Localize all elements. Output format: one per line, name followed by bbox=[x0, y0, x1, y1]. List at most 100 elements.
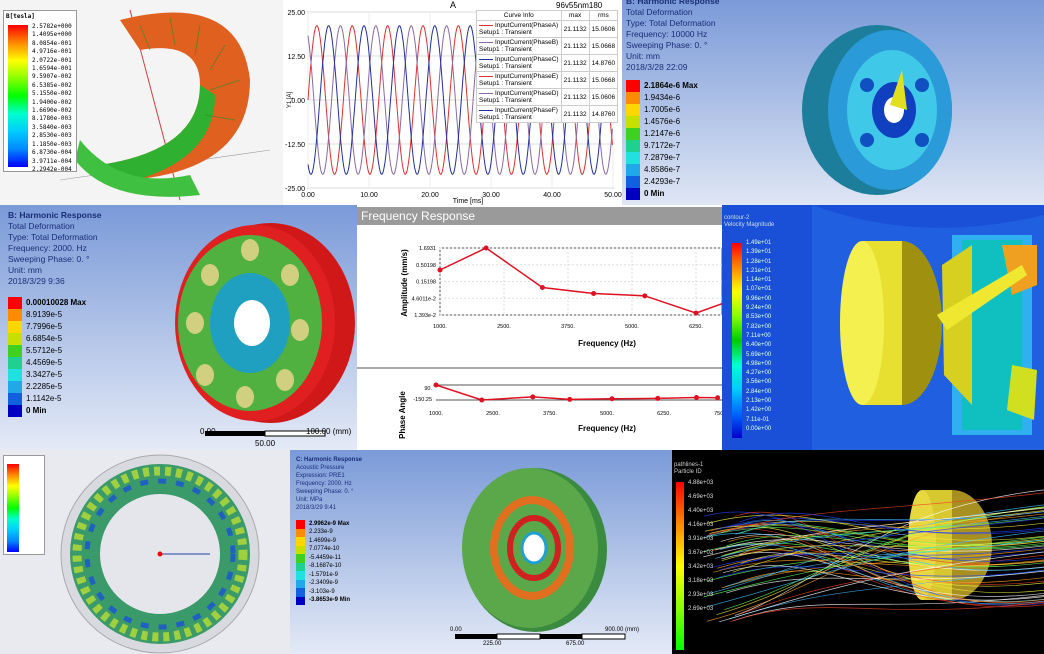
x-tick-label: 2500. bbox=[497, 324, 511, 330]
scale-675: 675.00 bbox=[566, 641, 584, 647]
legend-row: InputCurrent(PhaseF) Setup1 : Transient 21… bbox=[477, 106, 618, 123]
legend-swatch bbox=[296, 537, 305, 546]
curve-rms: 15.0668 bbox=[589, 38, 618, 55]
amplitude-point bbox=[540, 285, 545, 290]
legend-value: 6.8730e-004 bbox=[32, 149, 72, 157]
y-tick-label: -150.25 bbox=[413, 397, 432, 403]
legend-entry: 7.2879e-7 bbox=[626, 152, 698, 164]
legend-line bbox=[479, 59, 493, 60]
result-title: contour-2 bbox=[724, 215, 774, 222]
legend-entry: 2.1864e-6 Max bbox=[626, 80, 698, 92]
phase-point bbox=[694, 395, 699, 400]
legend-value: 3.18e+03 bbox=[688, 578, 713, 592]
legend-swatch bbox=[296, 597, 305, 606]
legend-value: 2.2285e-5 bbox=[26, 382, 62, 392]
legend-value: 8.53e+00 bbox=[746, 314, 771, 323]
y-axis-label: Amplitude (mm/s) bbox=[400, 249, 409, 317]
legend-value: 2.69e+03 bbox=[688, 606, 713, 620]
legend-row: InputCurrent(PhaseB) Setup1 : Transient 21… bbox=[477, 38, 618, 55]
result-title: B: Harmonic Response bbox=[626, 0, 720, 7]
magnet-legend: B[tesla] 2.5782e+000 1.4095e+000 8.0854e-0… bbox=[3, 10, 77, 172]
harmonic-response-2000hz-panel: B: Harmonic Response Total Deformation Typ… bbox=[0, 205, 357, 450]
legend-entry: 4.4569e-5 bbox=[8, 357, 86, 369]
legend-value: 1.7005e-6 bbox=[644, 105, 680, 115]
legend-value: -5.4459e-11 bbox=[309, 555, 341, 562]
x-tick-label: 5000. bbox=[600, 411, 614, 417]
legend-entry: 1.9434e-6 bbox=[626, 92, 698, 104]
legend-value: 6.6854e-5 bbox=[26, 334, 62, 344]
y-tick-label: 0.15198 bbox=[416, 280, 436, 286]
legend-header: rms bbox=[589, 11, 618, 21]
legend-swatch bbox=[8, 369, 22, 381]
amplitude-point bbox=[438, 268, 443, 273]
x-axis-label: Time [ms] bbox=[453, 198, 484, 205]
legend-value: 7.2879e-7 bbox=[644, 153, 680, 163]
legend-value: 1.39e+01 bbox=[746, 249, 771, 258]
legend-value: 1.6594e-001 bbox=[32, 65, 72, 73]
legend-row: InputCurrent(PhaseD) Setup1 : Transient 21… bbox=[477, 89, 618, 106]
legend-swatch bbox=[626, 152, 640, 164]
legend-entry: 6.6854e-5 bbox=[8, 333, 86, 345]
legend-entry: -3.103e-9 bbox=[296, 588, 350, 597]
legend-value: 2.1864e-6 Max bbox=[644, 81, 698, 91]
phase-point bbox=[434, 383, 439, 388]
legend-value: -3.8653e-9 Min bbox=[309, 597, 350, 604]
legend-value: 7.82e+00 bbox=[746, 324, 771, 333]
y-tick-label: 25.00 bbox=[287, 10, 305, 17]
legend-value: 0.00010028 Max bbox=[26, 298, 86, 308]
y-tick-label: 1.6931 bbox=[419, 246, 436, 252]
legend-value: 4.69e+03 bbox=[688, 494, 713, 508]
curve-name: InputCurrent(PhaseB) bbox=[495, 39, 558, 46]
legend-value: 1.4576e-6 bbox=[644, 117, 680, 127]
legend-value: 1.4095e+000 bbox=[32, 31, 72, 39]
legend-swatch bbox=[8, 297, 22, 309]
legend-entry: -2.3409e-9 bbox=[296, 580, 350, 589]
legend-swatch bbox=[8, 321, 22, 333]
curve-max: 21.1132 bbox=[561, 72, 589, 89]
curve-max: 21.1132 bbox=[561, 106, 589, 123]
phase-point bbox=[655, 396, 660, 401]
legend-value: 4.40e+03 bbox=[688, 508, 713, 522]
legend-entry: 0.00010028 Max bbox=[8, 297, 86, 309]
legend-value: 8.1780e-003 bbox=[32, 115, 72, 123]
scale-900: 900.00 (mm) bbox=[605, 627, 639, 633]
harmonic-response-10000hz-panel: B: Harmonic Response Total Deformation Typ… bbox=[622, 0, 1044, 205]
curve-name: InputCurrent(PhaseC) bbox=[495, 56, 559, 63]
legend-value: 2.5782e+000 bbox=[32, 23, 72, 31]
result-info-line: Unit: MPa bbox=[296, 496, 362, 504]
legend-value: 1.1142e-5 bbox=[26, 394, 61, 404]
legend-swatch bbox=[8, 345, 22, 357]
legend-value: 5.1550e-002 bbox=[32, 90, 72, 98]
x-tick-label: 3750. bbox=[561, 324, 575, 330]
legend-row: InputCurrent(PhaseE) Setup1 : Transient 21… bbox=[477, 72, 618, 89]
legend-value: 1.42e+00 bbox=[746, 407, 771, 416]
curve-max: 21.1132 bbox=[561, 55, 589, 72]
legend-value: -3.103e-9 bbox=[309, 589, 335, 596]
legend-value: 1.14e+01 bbox=[746, 277, 771, 286]
legend-swatch bbox=[626, 104, 640, 116]
curve-setup: Setup1 : Transient bbox=[479, 97, 532, 104]
pathlines-panel: pathlines-1 Particle ID 4.88e+03 4.69e+03 4… bbox=[672, 450, 1044, 654]
acoustic-pressure-panel: C: Harmonic Response Acoustic Pressure Exp… bbox=[290, 450, 672, 654]
curve-name: InputCurrent(PhaseE) bbox=[495, 73, 558, 80]
legend-swatch bbox=[296, 588, 305, 597]
legend-value: 7.7996e-5 bbox=[26, 322, 62, 332]
legend-entry: 5.5712e-5 bbox=[8, 345, 86, 357]
y-tick-label: 1.393e-2 bbox=[414, 313, 436, 319]
legend-value: 2.93e+03 bbox=[688, 592, 713, 606]
phase-point bbox=[479, 398, 484, 403]
colorbar bbox=[676, 482, 684, 650]
result-info-line: Acoustic Pressure bbox=[296, 464, 362, 472]
x-tick-label: 2500. bbox=[486, 411, 500, 417]
result-info-line: Frequency: 2000. Hz bbox=[296, 480, 362, 488]
legend-value: 2.13e+00 bbox=[746, 398, 771, 407]
legend-value: 2.9962e-9 Max bbox=[309, 521, 349, 528]
legend-entry: 2.9962e-9 Max bbox=[296, 520, 350, 529]
legend-value: 0 Min bbox=[26, 406, 46, 416]
legend-value: 3.9711e-004 bbox=[32, 158, 72, 166]
legend-value: 8.0854e-001 bbox=[32, 40, 72, 48]
result-info-line: Type: Total Deformation bbox=[8, 232, 102, 243]
curve-max: 21.1132 bbox=[561, 21, 589, 38]
legend-entry: 1.2147e-6 bbox=[626, 128, 698, 140]
frequency-response-panel: Frequency Response 1.6931 0.50198 0.15198 4… bbox=[357, 205, 722, 450]
